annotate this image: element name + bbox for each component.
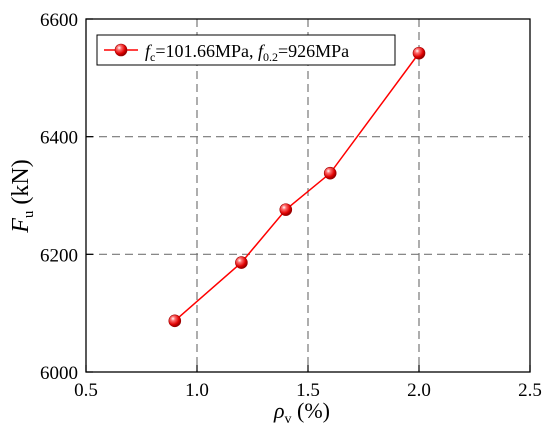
legend-marker — [114, 43, 128, 57]
data-point — [412, 46, 426, 60]
data-point — [168, 314, 182, 328]
legend-box — [96, 34, 396, 66]
grid-lines — [86, 19, 530, 372]
x-tick-label: 0.5 — [74, 380, 98, 401]
x-tick-label: 2.0 — [407, 380, 431, 401]
legend-label: fc=101.66MPa, f0.2=926MPa — [145, 41, 349, 64]
y-tick-label: 6200 — [40, 245, 78, 266]
data-point — [235, 256, 248, 269]
axis-ticks: 0.5 1.0 1.5 2.0 2.5 6000 6200 6400 6600 — [40, 10, 542, 401]
x-tick-label: 2.5 — [518, 380, 542, 401]
legend: fc=101.66MPa, f0.2=926MPa — [96, 34, 396, 66]
data-point — [279, 203, 293, 216]
x-tick-label: 1.0 — [185, 380, 209, 401]
series-line — [174, 52, 420, 322]
y-tick-label: 6600 — [40, 10, 78, 31]
y-axis-title: Fu (kN) — [8, 159, 37, 234]
series-group — [168, 46, 426, 328]
data-point — [323, 166, 337, 180]
x-axis-title: ρv (%) — [273, 398, 330, 427]
x-tick-label: 1.5 — [296, 380, 320, 401]
y-tick-label: 6400 — [40, 128, 78, 149]
y-tick-label: 6000 — [40, 363, 78, 384]
